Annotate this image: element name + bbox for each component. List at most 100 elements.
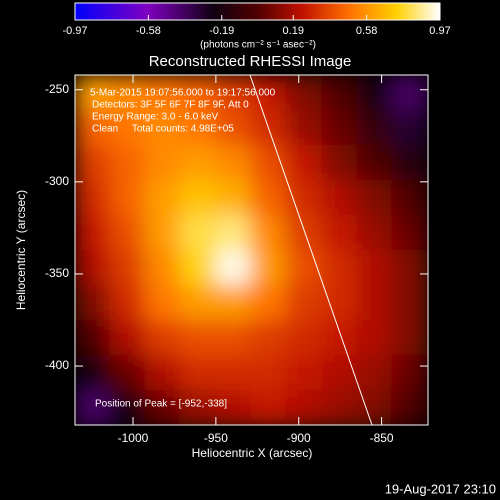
- heat-cell: [356, 179, 394, 217]
- heat-cell: [250, 144, 288, 182]
- heat-cell: [285, 144, 323, 182]
- heat-cell: [144, 319, 182, 357]
- heat-cell: [215, 214, 253, 252]
- heat-cell: [109, 354, 147, 392]
- heat-cell: [215, 109, 253, 147]
- heat-cell: [215, 319, 253, 357]
- heat-cell: [250, 284, 288, 322]
- heat-cell: [285, 354, 323, 392]
- heat-cell: [250, 249, 288, 287]
- heat-cell: [321, 75, 359, 112]
- x-axis-label: Heliocentric X (arcsec): [192, 446, 313, 460]
- heat-cell: [109, 249, 147, 287]
- heat-cell: [356, 214, 394, 252]
- heat-cell: [321, 179, 359, 217]
- heat-cell: [391, 354, 428, 392]
- heat-cell: [285, 249, 323, 287]
- heat-cell: [179, 214, 217, 252]
- colorbar-tick-label: -0.19: [209, 25, 234, 37]
- heat-cell: [321, 319, 359, 357]
- heat-cell: [75, 144, 112, 182]
- heat-cell: [109, 109, 147, 147]
- annotation: 5-Mar-2015 19:07:56.000 to 19:17:56.000: [90, 88, 276, 99]
- heat-cell: [356, 319, 394, 357]
- heat-cell: [179, 75, 217, 112]
- heat-cell: [215, 144, 253, 182]
- heat-cell: [391, 75, 428, 112]
- heatmap: [75, 75, 428, 425]
- heat-cell: [215, 284, 253, 322]
- y-axis-label: Heliocentric Y (arcsec): [14, 190, 28, 310]
- heat-cell: [215, 249, 253, 287]
- colorbar-label: (photons cm⁻² s⁻¹ asec⁻²): [200, 40, 316, 51]
- solar-limb: [249, 75, 373, 425]
- heat-cell: [109, 144, 147, 182]
- heat-cell: [144, 214, 182, 252]
- heat-cell: [250, 319, 288, 357]
- heat-cell: [321, 354, 359, 392]
- heat-cell: [179, 319, 217, 357]
- heat-cell: [285, 214, 323, 252]
- heat-cell: [356, 389, 394, 425]
- heat-cell: [144, 284, 182, 322]
- colorbar-tick-label: 0.97: [429, 25, 450, 37]
- heat-cell: [144, 144, 182, 182]
- heat-cell: [391, 284, 428, 322]
- heat-cell: [321, 109, 359, 147]
- peak-label: Position of Peak = [-952,-338]: [95, 399, 227, 410]
- heat-cell: [179, 284, 217, 322]
- heat-cell: [215, 75, 253, 112]
- x-tick-label: -1000: [118, 431, 149, 445]
- heat-cell: [109, 389, 147, 425]
- heat-cell: [391, 389, 428, 425]
- annotation: Detectors: 3F 5F 6F 7F 8F 9F, Att 0: [92, 100, 249, 111]
- heat-cell: [109, 214, 147, 252]
- heat-cell: [75, 284, 112, 322]
- heat-cell: [144, 179, 182, 217]
- heat-cell: [391, 214, 428, 252]
- heat-cell: [356, 109, 394, 147]
- heat-cell: [356, 284, 394, 322]
- heat-cell: [179, 354, 217, 392]
- annotation: Clean Total counts: 4.98E+05: [92, 124, 234, 135]
- heat-cell: [250, 179, 288, 217]
- heat-cell: [144, 109, 182, 147]
- heat-cell: [144, 389, 182, 425]
- heat-cell: [285, 284, 323, 322]
- heat-cell: [75, 214, 112, 252]
- heat-cell: [321, 144, 359, 182]
- x-tick-label: -950: [204, 431, 228, 445]
- colorbar-tick-label: 0.19: [283, 25, 304, 37]
- heat-cell: [75, 75, 112, 112]
- y-tick-label: -300: [45, 174, 69, 188]
- heat-cell: [321, 214, 359, 252]
- heat-cell: [285, 319, 323, 357]
- heat-cell: [75, 319, 112, 357]
- heat-cell: [75, 249, 112, 287]
- colorbar-tick-label: 0.58: [356, 25, 377, 37]
- heat-cell: [215, 179, 253, 217]
- x-tick-label: -900: [287, 431, 311, 445]
- heat-cell: [109, 179, 147, 217]
- heat-cell: [179, 389, 217, 425]
- heat-cell: [356, 75, 394, 112]
- heatmap-cells: [75, 75, 428, 425]
- heat-cell: [250, 354, 288, 392]
- heat-cell: [356, 144, 394, 182]
- heat-cell: [391, 144, 428, 182]
- y-tick-label: -350: [45, 266, 69, 280]
- colorbar: [74, 2, 441, 21]
- heat-cell: [215, 354, 253, 392]
- y-tick-label: -400: [45, 358, 69, 372]
- heat-cell: [109, 319, 147, 357]
- plot-frame: [74, 74, 429, 426]
- chart-title: Reconstructed RHESSI Image: [149, 53, 352, 70]
- x-tick-label: -850: [370, 431, 394, 445]
- heat-cell: [75, 354, 112, 392]
- annotation: Energy Range: 3.0 - 6.0 keV: [92, 112, 219, 123]
- heat-cell: [75, 389, 112, 425]
- heat-cell: [391, 319, 428, 357]
- heat-cell: [109, 75, 147, 112]
- heat-cell: [75, 179, 112, 217]
